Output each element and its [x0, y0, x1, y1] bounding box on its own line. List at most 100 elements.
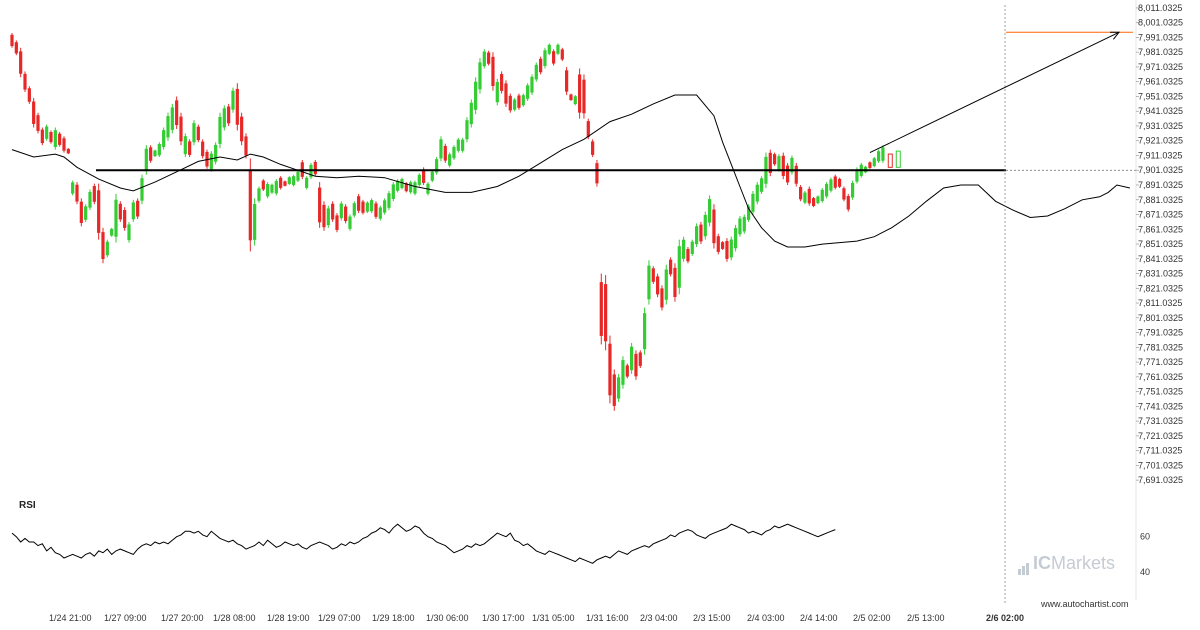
candle-body [660, 288, 664, 308]
candle-body [612, 374, 616, 406]
price-tick-label: 7,921.0325 [1138, 136, 1183, 146]
candle-body [825, 184, 829, 197]
candle-body [690, 241, 694, 254]
candle-body [686, 248, 690, 262]
candle-body [820, 189, 824, 201]
price-tick-label: 7,851.0325 [1138, 239, 1183, 249]
price-tick-label: 7,991.0325 [1138, 32, 1183, 42]
price-tick-label: 8,011.0325 [1138, 3, 1182, 13]
candle-body [305, 177, 309, 188]
candle-body [396, 180, 400, 191]
candle-body [491, 56, 495, 86]
price-tick-label: 7,821.0325 [1138, 283, 1183, 293]
candle-body [734, 228, 738, 249]
logo-bars-icon [1018, 554, 1030, 575]
candle-live-down [887, 153, 893, 168]
candle-body [136, 200, 140, 217]
candle-body [101, 232, 105, 260]
candle-body [183, 136, 187, 155]
price-tick-label: 7,741.0325 [1138, 401, 1183, 411]
candle-body [66, 148, 70, 154]
price-tick-label: 7,751.0325 [1138, 387, 1183, 397]
candle-body [543, 50, 547, 66]
candle-body [14, 42, 18, 54]
candle-body [565, 70, 569, 92]
candle-body [10, 34, 14, 47]
icmarkets-logo: ICMarkets [1018, 553, 1115, 575]
candle-body [430, 171, 434, 181]
candles-group [10, 33, 901, 411]
candle-body [274, 181, 278, 194]
candle-body [287, 177, 291, 184]
candle-body [703, 214, 707, 237]
candle-body [58, 133, 62, 145]
projection-arrowhead [1109, 31, 1121, 40]
candle-body [361, 201, 365, 213]
x-tick-label: 2/5 02:00 [853, 613, 891, 623]
candle-body [790, 157, 794, 173]
candle-body [604, 284, 608, 342]
candle-body [729, 239, 733, 258]
candle-body [638, 352, 642, 366]
price-tick-label: 7,961.0325 [1138, 77, 1183, 87]
candle-body [36, 115, 40, 131]
candle-body [556, 44, 560, 54]
candle-body [422, 169, 426, 183]
price-tick-label: 8,001.0325 [1138, 18, 1183, 28]
candle-body [435, 159, 439, 173]
candle-body [768, 152, 772, 174]
price-tick-label: 7,731.0325 [1138, 416, 1183, 426]
candle-body [45, 126, 49, 139]
price-tick-label: 7,691.0325 [1138, 475, 1183, 485]
candle-body [617, 377, 621, 399]
candle-body [677, 246, 681, 288]
candle-body [261, 180, 265, 190]
price-tick-label: 7,761.0325 [1138, 372, 1183, 382]
candle-body [201, 141, 205, 157]
price-tick-label: 7,971.0325 [1138, 62, 1183, 72]
price-tick-label: 7,891.0325 [1138, 180, 1183, 190]
price-tick-label: 7,801.0325 [1138, 313, 1183, 323]
candle-body [352, 203, 356, 216]
candle-body [872, 158, 876, 167]
candle-body [383, 200, 387, 213]
candle-body [773, 154, 777, 165]
x-tick-label: 1/24 21:00 [49, 613, 92, 623]
candle-body [478, 62, 482, 90]
x-tick-label: 1/28 19:00 [267, 613, 310, 623]
candle-body [807, 188, 811, 204]
x-tick-label: 1/27 20:00 [161, 613, 204, 623]
candle-body [313, 161, 317, 175]
candle-body [357, 196, 361, 211]
candle-body [235, 88, 239, 125]
candle-body [751, 193, 755, 212]
candle-body [578, 74, 582, 113]
candle-body [123, 210, 127, 228]
candle-body [842, 188, 846, 200]
candle-body [521, 95, 525, 106]
rsi-line [11, 523, 836, 564]
candle-body [755, 184, 759, 202]
candle-body [760, 178, 764, 192]
candle-body [443, 146, 447, 161]
candle-body [534, 64, 538, 80]
x-tick-label: 2/3 15:00 [693, 613, 731, 623]
rsi-level-label: 40 [1140, 567, 1150, 577]
candle-body [851, 182, 855, 198]
candle-body [144, 148, 148, 172]
candle-body [75, 184, 79, 202]
candle-body [868, 162, 872, 168]
price-tick-label: 7,901.0325 [1138, 165, 1183, 175]
x-tick-label: 1/29 18:00 [372, 613, 415, 623]
price-tick-label: 7,941.0325 [1138, 106, 1183, 116]
candle-body [162, 130, 166, 147]
candle-body [387, 193, 391, 208]
candle-body [500, 74, 504, 91]
candle-body [335, 215, 339, 230]
candle-body [474, 81, 478, 110]
price-tick-label: 7,841.0325 [1138, 254, 1183, 264]
price-tick-label: 7,811.0325 [1138, 298, 1182, 308]
candle-body [712, 209, 716, 244]
candle-body [231, 90, 235, 110]
candle-body [149, 147, 153, 161]
